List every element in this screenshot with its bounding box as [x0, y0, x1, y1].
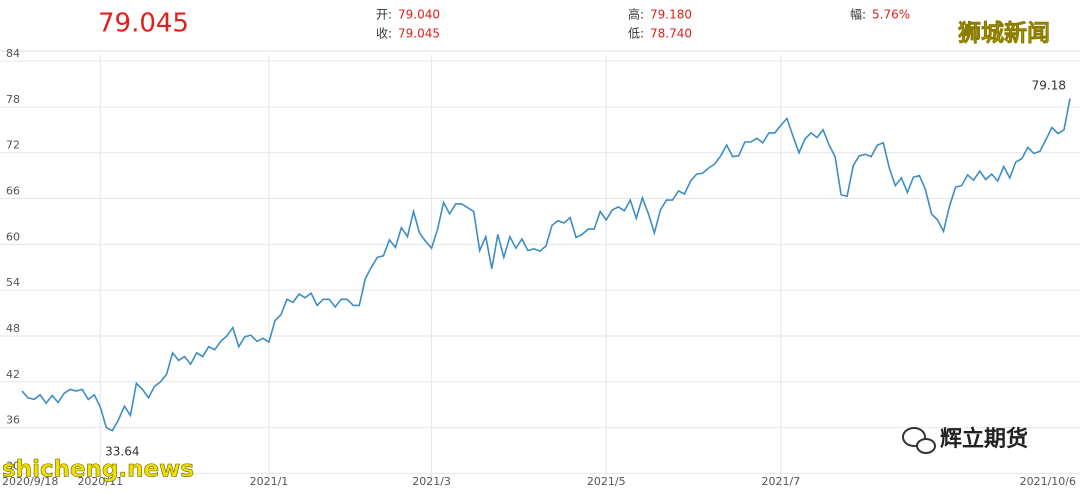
x-tick-label: 2020/9/18 [2, 475, 58, 488]
y-tick-label: 84 [6, 47, 20, 60]
field-value: 79.045 [398, 27, 440, 41]
x-tick-label: 2020/11 [77, 475, 123, 488]
field-label: 高: [628, 7, 644, 22]
field-value: 78.740 [650, 27, 692, 41]
watermark: shicheng.news [2, 457, 194, 483]
field-label: 开: [376, 8, 392, 22]
field-label: 幅: [850, 7, 866, 22]
min-annotation: 33.64 [105, 445, 139, 459]
x-tick-label: 2021/3 [412, 475, 451, 488]
max-annotation: 79.18 [1032, 79, 1066, 93]
y-tick-label: 36 [6, 414, 20, 427]
plot: 30 36 42 48 54 60 66 72 78 84 2020/9/18 2020/11 2021… [0, 47, 1080, 488]
field-value: 5.76% [872, 8, 910, 22]
wechat-icon [902, 427, 936, 454]
y-tick-label: 30 [6, 459, 20, 472]
y-tick-label: 60 [6, 230, 20, 243]
x-tick-label: 2021/10/6 [1020, 475, 1076, 488]
x-tick-label: 2021/5 [587, 475, 626, 488]
header-band [0, 0, 1080, 50]
field-label: 低: [628, 27, 644, 41]
y-tick-label: 66 [6, 185, 20, 198]
y-tick-label: 42 [6, 368, 20, 381]
watermark: 辉立期货 [940, 426, 1028, 452]
x-tick-label: 2021/1 [250, 475, 289, 488]
field-value: 79.040 [398, 8, 440, 22]
y-tick-label: 72 [6, 139, 20, 152]
y-tick-label: 78 [6, 93, 20, 106]
watermark: 狮城新闻 [958, 20, 1050, 47]
field-label: 收: [376, 27, 392, 41]
y-tick-label: 48 [6, 322, 20, 335]
price: 79.045 [98, 9, 189, 39]
price-line [21, 98, 1071, 432]
y-tick-label: 54 [6, 276, 20, 289]
x-tick-label: 2021/7 [762, 475, 801, 488]
field-value: 79.180 [650, 8, 692, 22]
